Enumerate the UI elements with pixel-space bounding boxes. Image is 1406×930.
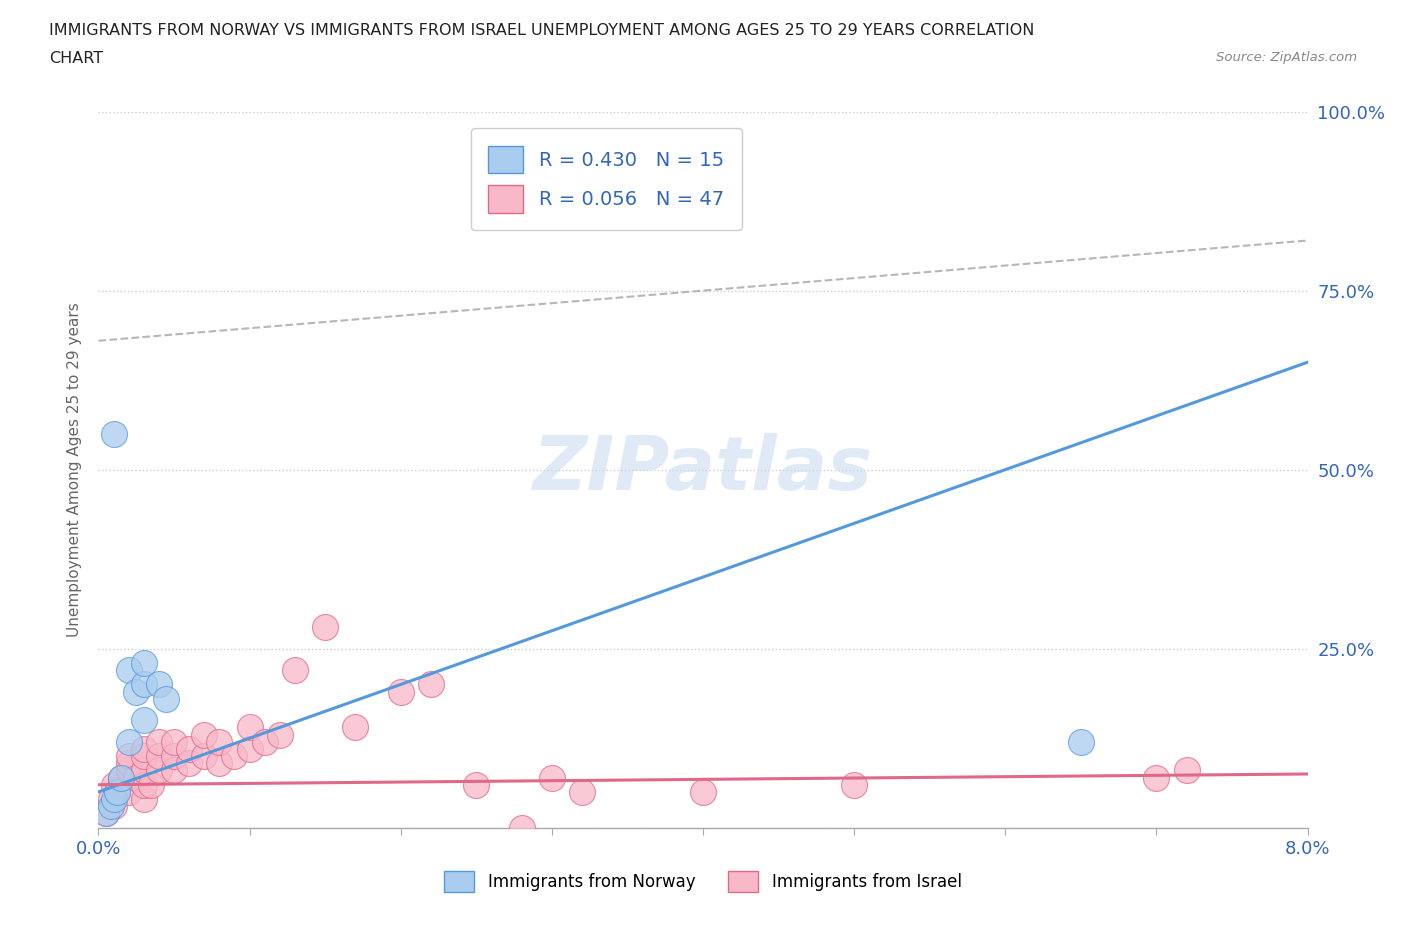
- Point: [155, 691, 177, 706]
- Point: [465, 777, 488, 792]
- Point: [118, 663, 141, 678]
- Point: [103, 799, 125, 814]
- Point: [103, 426, 125, 441]
- Text: IMMIGRANTS FROM NORWAY VS IMMIGRANTS FROM ISRAEL UNEMPLOYMENT AMONG AGES 25 TO 2: IMMIGRANTS FROM NORWAY VS IMMIGRANTS FRO…: [49, 23, 1035, 38]
- Point: [105, 785, 128, 800]
- Point: [118, 735, 141, 750]
- Text: Source: ZipAtlas.com: Source: ZipAtlas.com: [1216, 51, 1357, 64]
- Point: [314, 619, 336, 634]
- Point: [224, 749, 246, 764]
- Point: [103, 777, 125, 792]
- Point: [269, 727, 291, 742]
- Point: [163, 735, 186, 750]
- Y-axis label: Unemployment Among Ages 25 to 29 years: Unemployment Among Ages 25 to 29 years: [66, 302, 82, 637]
- Point: [132, 791, 155, 806]
- Point: [132, 763, 155, 777]
- Point: [110, 770, 132, 785]
- Point: [94, 806, 117, 821]
- Point: [132, 656, 155, 671]
- Legend: Immigrants from Norway, Immigrants from Israel: Immigrants from Norway, Immigrants from …: [437, 865, 969, 898]
- Point: [132, 777, 155, 792]
- Point: [148, 749, 170, 764]
- Point: [132, 749, 155, 764]
- Point: [118, 749, 141, 764]
- Point: [132, 712, 155, 727]
- Point: [193, 727, 215, 742]
- Point: [125, 770, 148, 785]
- Point: [132, 741, 155, 756]
- Point: [239, 741, 262, 756]
- Point: [94, 806, 117, 821]
- Point: [571, 785, 593, 800]
- Point: [105, 785, 128, 800]
- Point: [1175, 763, 1198, 777]
- Point: [692, 785, 714, 800]
- Point: [148, 677, 170, 692]
- Point: [125, 684, 148, 699]
- Point: [132, 677, 155, 692]
- Point: [344, 720, 367, 735]
- Point: [1146, 770, 1168, 785]
- Point: [141, 777, 163, 792]
- Point: [420, 677, 443, 692]
- Point: [118, 763, 141, 777]
- Point: [179, 741, 201, 756]
- Text: CHART: CHART: [49, 51, 103, 66]
- Point: [193, 749, 215, 764]
- Point: [103, 791, 125, 806]
- Point: [389, 684, 412, 699]
- Point: [100, 791, 122, 806]
- Point: [844, 777, 866, 792]
- Point: [163, 749, 186, 764]
- Point: [284, 663, 307, 678]
- Point: [118, 785, 141, 800]
- Text: ZIPatlas: ZIPatlas: [533, 433, 873, 506]
- Point: [208, 735, 231, 750]
- Point: [148, 763, 170, 777]
- Point: [253, 735, 276, 750]
- Point: [163, 763, 186, 777]
- Point: [540, 770, 562, 785]
- Point: [148, 735, 170, 750]
- Point: [239, 720, 262, 735]
- Legend: R = 0.430   N = 15, R = 0.056   N = 47: R = 0.430 N = 15, R = 0.056 N = 47: [471, 128, 741, 231]
- Point: [110, 770, 132, 785]
- Point: [100, 799, 122, 814]
- Point: [510, 820, 533, 835]
- Point: [208, 756, 231, 771]
- Point: [179, 756, 201, 771]
- Point: [1070, 735, 1092, 750]
- Point: [118, 756, 141, 771]
